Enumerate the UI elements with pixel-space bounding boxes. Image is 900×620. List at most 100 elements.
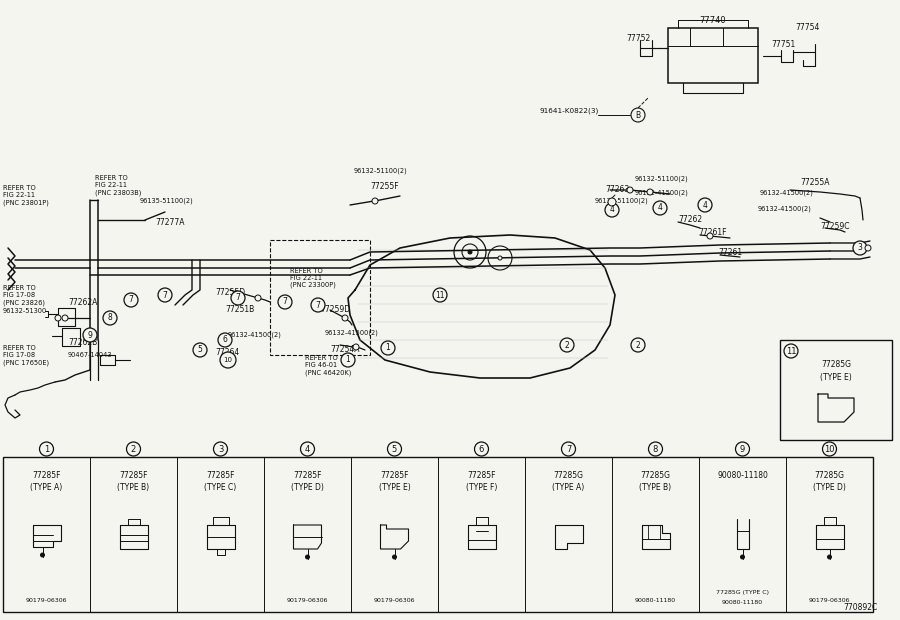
Text: 77255F: 77255F [371, 182, 400, 191]
Circle shape [103, 311, 117, 325]
Text: 8: 8 [108, 314, 112, 322]
Text: 77285G: 77285G [554, 471, 583, 480]
Text: (TYPE C): (TYPE C) [204, 483, 237, 492]
Text: 77259D: 77259D [320, 305, 350, 314]
Text: 77264: 77264 [215, 348, 239, 357]
Text: 77262B: 77262B [68, 338, 97, 347]
Text: (TYPE B): (TYPE B) [117, 483, 149, 492]
Text: 77285G: 77285G [821, 360, 851, 369]
Circle shape [305, 555, 310, 559]
Text: 96135-51100(2): 96135-51100(2) [140, 198, 194, 205]
Text: 77285F: 77285F [119, 471, 148, 480]
Text: 77752: 77752 [626, 34, 650, 43]
Text: 91641-K0822(3): 91641-K0822(3) [540, 108, 599, 115]
Circle shape [605, 203, 619, 217]
Text: 90080-11180: 90080-11180 [634, 598, 676, 603]
Text: 77277A: 77277A [155, 218, 184, 227]
Text: 2: 2 [564, 340, 570, 350]
Circle shape [158, 288, 172, 302]
Text: REFER TO
FIG 22-11
(PNC 23300P): REFER TO FIG 22-11 (PNC 23300P) [290, 268, 336, 288]
Text: 9: 9 [740, 445, 745, 453]
Text: 77262A: 77262A [68, 298, 97, 307]
Text: 77740: 77740 [699, 16, 726, 25]
Text: 90179-06306: 90179-06306 [809, 598, 850, 603]
Circle shape [311, 298, 325, 312]
Text: 96132-51300: 96132-51300 [3, 308, 47, 314]
Circle shape [608, 198, 616, 206]
Text: REFER TO
FIG 22-11
(PNC 23801P): REFER TO FIG 22-11 (PNC 23801P) [3, 185, 49, 205]
Circle shape [342, 315, 348, 321]
Text: 1: 1 [346, 355, 350, 365]
Text: 77285G: 77285G [641, 471, 670, 480]
Circle shape [218, 333, 232, 347]
Text: 6: 6 [479, 445, 484, 453]
Text: 5: 5 [392, 445, 397, 453]
Bar [780, 340, 892, 440]
Circle shape [255, 295, 261, 301]
Text: 90080-11180: 90080-11180 [722, 600, 763, 605]
Circle shape [127, 442, 140, 456]
Text: 96132-51100(2): 96132-51100(2) [595, 198, 649, 205]
Circle shape [372, 198, 378, 204]
Circle shape [83, 328, 97, 342]
Text: 96132-41500(2): 96132-41500(2) [325, 330, 379, 337]
Text: 77254A: 77254A [330, 345, 359, 354]
Text: 90179-06306: 90179-06306 [374, 598, 415, 603]
Circle shape [631, 338, 645, 352]
Text: 77285G (TYPE C): 77285G (TYPE C) [716, 590, 769, 595]
Circle shape [62, 315, 68, 321]
Text: 3: 3 [218, 445, 223, 453]
Circle shape [560, 338, 574, 352]
Text: 11: 11 [786, 347, 796, 355]
Text: (TYPE E): (TYPE E) [379, 483, 410, 492]
Text: 96132-51100(2): 96132-51100(2) [635, 175, 688, 182]
Text: 2: 2 [130, 445, 136, 453]
Circle shape [649, 442, 662, 456]
Circle shape [823, 442, 836, 456]
Text: 3: 3 [858, 244, 862, 252]
Text: B: B [635, 110, 641, 120]
Text: 77285F: 77285F [206, 471, 235, 480]
Circle shape [55, 315, 61, 321]
Text: (TYPE F): (TYPE F) [466, 483, 497, 492]
Text: 90080-11180: 90080-11180 [717, 471, 768, 480]
Text: 4: 4 [609, 205, 615, 215]
Circle shape [124, 293, 138, 307]
Text: 6: 6 [222, 335, 228, 345]
Text: 77263: 77263 [605, 185, 629, 194]
Text: 77285F: 77285F [32, 471, 61, 480]
Text: 7: 7 [316, 301, 320, 309]
Circle shape [433, 288, 447, 302]
Circle shape [40, 553, 44, 557]
Text: 77261: 77261 [718, 248, 742, 257]
Text: 77255A: 77255A [800, 178, 830, 187]
Text: 77255D: 77255D [215, 288, 245, 297]
Circle shape [784, 344, 798, 358]
Text: (TYPE D): (TYPE D) [291, 483, 324, 492]
Text: 96132-51100(2): 96132-51100(2) [353, 168, 407, 174]
Text: REFER TO
FIG 17-08
(PNC 17650E): REFER TO FIG 17-08 (PNC 17650E) [3, 345, 50, 366]
Circle shape [698, 198, 712, 212]
Text: 77751: 77751 [771, 40, 795, 49]
Text: 11: 11 [436, 291, 445, 299]
Circle shape [220, 352, 236, 368]
Text: (TYPE B): (TYPE B) [639, 483, 671, 492]
Text: 77261F: 77261F [698, 228, 726, 237]
Circle shape [278, 295, 292, 309]
Text: 77285F: 77285F [380, 471, 409, 480]
Circle shape [468, 250, 472, 254]
Circle shape [498, 256, 502, 260]
Text: (TYPE A): (TYPE A) [31, 483, 63, 492]
Circle shape [388, 442, 401, 456]
Text: REFER TO
FIG 17-08
(PNC 23826): REFER TO FIG 17-08 (PNC 23826) [3, 285, 45, 306]
Text: 96132-41500(2): 96132-41500(2) [758, 205, 812, 211]
Circle shape [381, 341, 395, 355]
Circle shape [865, 245, 871, 251]
Text: 4: 4 [658, 203, 662, 213]
Text: 77285G: 77285G [814, 471, 844, 480]
Text: 96132-41500(2): 96132-41500(2) [635, 190, 688, 197]
Text: (TYPE D): (TYPE D) [813, 483, 846, 492]
Circle shape [627, 187, 633, 193]
Bar [668, 28, 758, 83]
Text: 7: 7 [163, 291, 167, 299]
